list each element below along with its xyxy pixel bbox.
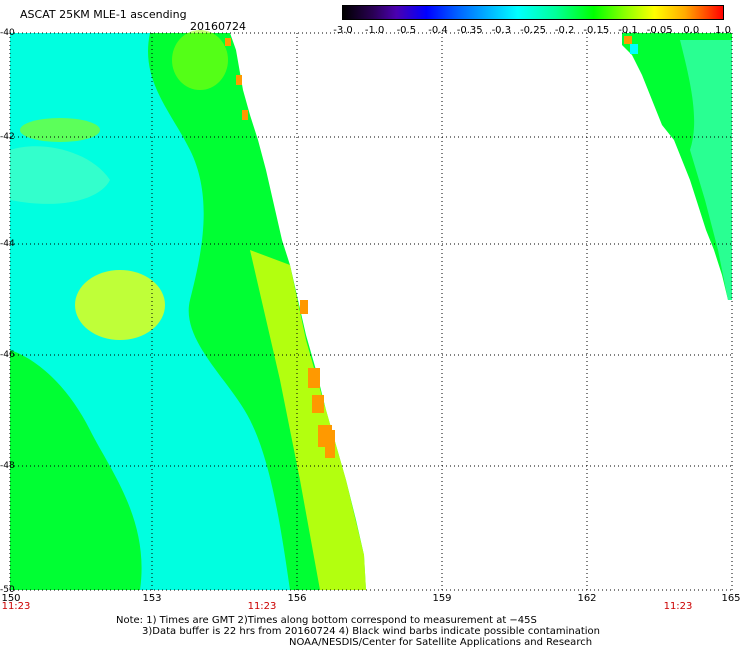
cyan-pixel — [630, 44, 638, 54]
colorbar-label: -3.0 — [333, 25, 353, 36]
colorbar — [342, 5, 724, 20]
orange-pixel — [225, 38, 231, 46]
orange-pixel — [312, 395, 324, 413]
colorbar-label: -0.1 — [618, 25, 638, 36]
longitude-label: 159 — [432, 593, 452, 604]
swath-right-cyan — [680, 40, 732, 300]
colorbar-label: -0.35 — [456, 25, 483, 36]
latitude-label: -40 — [0, 28, 15, 38]
cyan-region-2 — [10, 146, 110, 204]
latitude-label: -42 — [0, 132, 15, 142]
orange-pixel — [624, 36, 632, 44]
colorbar-label: -0.2 — [554, 25, 575, 36]
colorbar-label: 0.0 — [683, 25, 700, 36]
time-label: 11:23 — [247, 601, 277, 612]
note-line-1: Note: 1) Times are GMT 2)Times along bot… — [116, 615, 537, 626]
latitude-label: -44 — [0, 239, 15, 249]
colorbar-label: -0.25 — [520, 25, 546, 36]
colorbar-label: -0.05 — [646, 25, 673, 36]
map-title: ASCAT 25KM MLE-1 ascending — [20, 8, 187, 21]
colorbar-label: 1.0 — [715, 25, 731, 36]
colorbar-label: -0.5 — [396, 25, 417, 36]
note-line-3: NOAA/NESDIS/Center for Satellite Applica… — [289, 637, 593, 648]
notes: Note: 1) Times are GMT 2)Times along bot… — [0, 615, 740, 648]
colorbar-labels: -3.0 -1.0 -0.5 -0.4 -0.35 -0.3 -0.25 -0.2 -0.15-… — [330, 25, 731, 37]
longitude-label: 156 — [287, 593, 307, 604]
note-line-2: 3)Data buffer is 22 hrs from 20160724 4)… — [142, 626, 600, 637]
latitude-label: -46 — [0, 350, 15, 360]
orange-pixel — [236, 75, 242, 85]
colorbar-label: -0.15 — [583, 25, 610, 36]
time-label: 11:23 — [1, 601, 31, 612]
latitude-label: -48 — [0, 461, 15, 471]
longitude-label: 150 — [1, 593, 21, 604]
edge-yellow-band — [250, 250, 366, 590]
orange-pixel — [300, 300, 308, 314]
longitude-label: 153 — [142, 593, 162, 604]
yellow-blob — [75, 270, 165, 340]
orange-pixel — [325, 430, 335, 458]
lime-blob — [20, 118, 100, 142]
orange-pixel — [308, 368, 320, 388]
lime-blob-2 — [172, 30, 228, 90]
colorbar-label: -0.4 — [428, 25, 448, 36]
orange-pixel — [242, 110, 248, 120]
colorbar-label: -0.3 — [491, 25, 512, 36]
longitude-label: 162 — [577, 593, 597, 604]
latitude-label: -50 — [0, 585, 15, 595]
time-label: 11:23 — [663, 601, 693, 612]
colorbar-label: -1.0 — [364, 25, 385, 36]
map-date: 20160724 — [190, 20, 246, 33]
longitude-label: 165 — [721, 593, 740, 604]
